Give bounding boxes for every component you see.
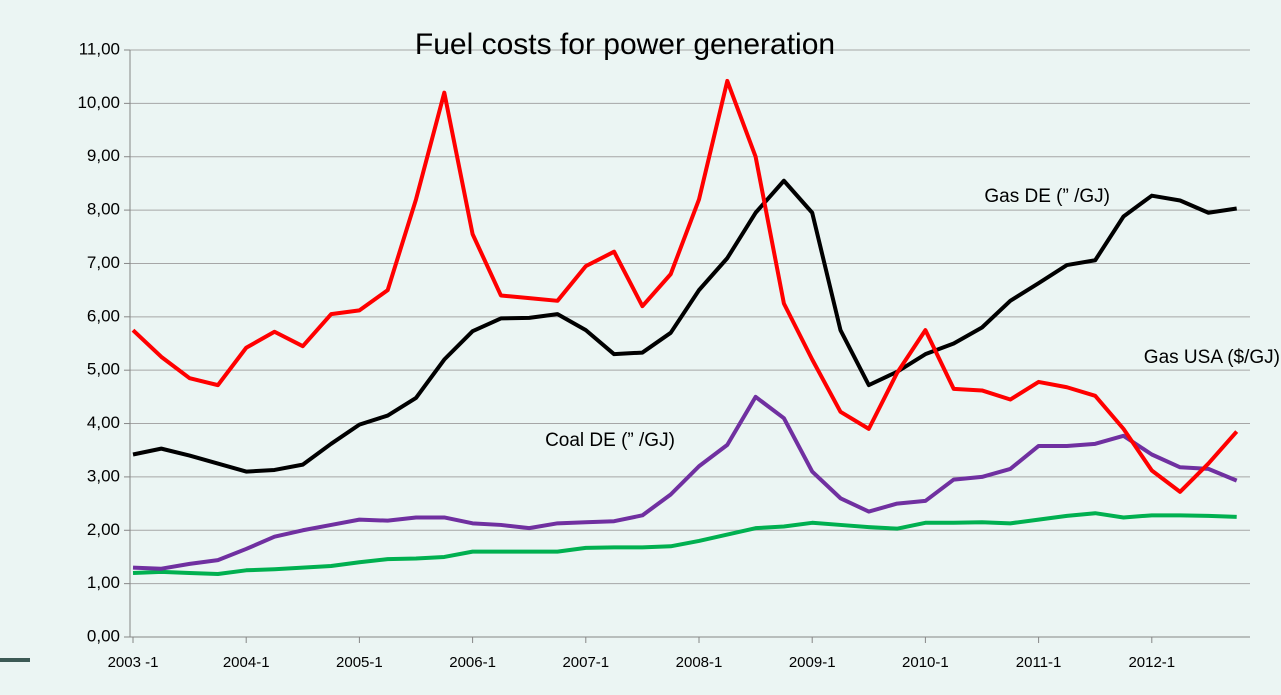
x-tick-label: 2011-1 — [1016, 654, 1062, 671]
x-tick-label: 2003 -1 — [108, 654, 159, 671]
y-tick-label: 10,00 — [77, 93, 120, 112]
series-line — [132, 178, 1237, 474]
y-tick-label: 9,00 — [87, 146, 120, 165]
series-line — [132, 511, 1237, 577]
x-tick-label: 2010-1 — [902, 654, 949, 671]
x-tick-label: 2004-1 — [223, 654, 270, 671]
x-tick-label: 2007-1 — [562, 654, 609, 671]
y-tick-label: 8,00 — [87, 200, 120, 219]
lines — [131, 78, 1239, 577]
x-tick-label: 2012-1 — [1128, 654, 1175, 671]
y-tick-label: 3,00 — [87, 466, 120, 485]
series-label: Gas USA ($/GJ) — [1144, 347, 1280, 368]
y-tick-label: 0,00 — [87, 626, 120, 645]
y-tick-label: 7,00 — [87, 253, 120, 272]
y-tick-label: 5,00 — [87, 360, 120, 379]
y-tick-label: 4,00 — [87, 413, 120, 432]
x-tick-label: 2006-1 — [449, 654, 496, 671]
series-label: Coal DE (” /GJ) — [545, 430, 675, 451]
x-tick-label: 2005-1 — [336, 654, 383, 671]
y-tick-label: 2,00 — [87, 520, 120, 539]
y-tick-label: 11,00 — [79, 39, 120, 58]
x-tick-label: 2009-1 — [789, 654, 836, 671]
y-tick-label: 1,00 — [87, 573, 120, 592]
x-tick-label: 2008-1 — [676, 654, 723, 671]
y-tick-label: 6,00 — [87, 306, 120, 325]
series-line — [131, 78, 1239, 494]
chart-title: Fuel costs for power generation — [415, 28, 835, 61]
series-line — [132, 394, 1238, 571]
series-label: Gas DE (” /GJ) — [984, 186, 1110, 207]
